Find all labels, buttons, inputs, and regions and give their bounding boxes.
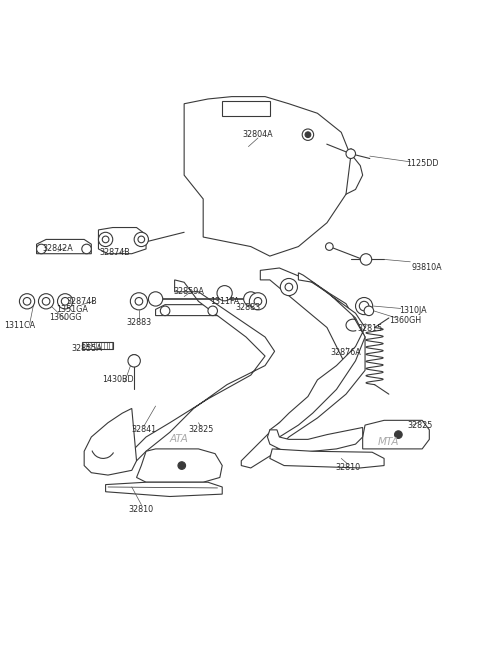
Circle shape — [395, 431, 402, 438]
Circle shape — [285, 283, 293, 291]
Circle shape — [160, 306, 170, 316]
Text: 32825: 32825 — [188, 425, 214, 434]
Text: 1310JA: 1310JA — [399, 307, 426, 315]
Text: 32874B: 32874B — [66, 297, 97, 306]
Polygon shape — [127, 280, 275, 461]
Circle shape — [280, 278, 298, 295]
Polygon shape — [270, 449, 384, 468]
Circle shape — [42, 297, 50, 305]
Text: 93810A: 93810A — [412, 263, 442, 272]
Text: 32841: 32841 — [131, 425, 156, 434]
Circle shape — [134, 233, 148, 246]
Circle shape — [178, 462, 186, 470]
Circle shape — [61, 297, 69, 305]
Text: 32810: 32810 — [129, 505, 154, 514]
Circle shape — [19, 293, 35, 309]
Circle shape — [364, 306, 373, 316]
Text: 32810: 32810 — [336, 464, 361, 472]
Circle shape — [244, 291, 258, 306]
Polygon shape — [106, 482, 222, 496]
Text: 1351GA: 1351GA — [56, 305, 88, 314]
Circle shape — [346, 149, 356, 159]
Text: 32815: 32815 — [357, 324, 383, 333]
Polygon shape — [363, 421, 429, 449]
Circle shape — [217, 286, 232, 301]
Text: 32883: 32883 — [236, 303, 261, 312]
Text: 32804A: 32804A — [242, 130, 273, 140]
Circle shape — [131, 293, 147, 310]
Circle shape — [38, 293, 54, 309]
Circle shape — [58, 293, 73, 309]
Circle shape — [325, 243, 333, 250]
Circle shape — [128, 354, 140, 367]
Circle shape — [148, 291, 163, 306]
Text: 1311CA: 1311CA — [4, 320, 36, 329]
Circle shape — [98, 233, 113, 246]
Circle shape — [82, 244, 91, 253]
Circle shape — [302, 129, 313, 140]
Polygon shape — [222, 102, 270, 116]
Circle shape — [356, 297, 372, 314]
Bar — [82, 343, 113, 349]
Polygon shape — [156, 305, 222, 316]
Polygon shape — [36, 240, 91, 253]
Circle shape — [360, 301, 369, 311]
Circle shape — [250, 293, 266, 310]
Text: MTA: MTA — [378, 437, 400, 447]
Circle shape — [102, 236, 109, 243]
Text: 1360GH: 1360GH — [389, 316, 421, 325]
Text: 32842A: 32842A — [43, 244, 73, 253]
Polygon shape — [241, 268, 365, 468]
Text: 32859A: 32859A — [173, 288, 204, 296]
Circle shape — [23, 297, 31, 305]
Polygon shape — [270, 272, 365, 437]
Text: 32855A: 32855A — [71, 345, 102, 354]
Polygon shape — [136, 449, 222, 482]
Text: 1125DD: 1125DD — [406, 159, 438, 168]
Text: 32874B: 32874B — [100, 248, 131, 257]
Circle shape — [208, 306, 217, 316]
Circle shape — [101, 234, 110, 244]
Circle shape — [135, 297, 143, 305]
Text: 32876A: 32876A — [331, 348, 361, 357]
Polygon shape — [267, 428, 363, 452]
Polygon shape — [84, 409, 136, 475]
Text: ATA: ATA — [170, 434, 189, 444]
Text: 1311FA: 1311FA — [210, 297, 239, 306]
Circle shape — [254, 297, 262, 305]
Polygon shape — [98, 227, 146, 253]
Circle shape — [138, 236, 144, 243]
Circle shape — [131, 354, 138, 362]
Text: 32825: 32825 — [407, 421, 432, 430]
Circle shape — [36, 244, 46, 253]
Text: 1430BD: 1430BD — [102, 375, 133, 384]
Polygon shape — [184, 96, 351, 256]
Circle shape — [360, 253, 372, 265]
Circle shape — [305, 132, 311, 138]
Circle shape — [220, 288, 229, 298]
Text: 1360GG: 1360GG — [49, 312, 82, 322]
Circle shape — [136, 234, 146, 244]
Text: 32883: 32883 — [126, 318, 152, 328]
